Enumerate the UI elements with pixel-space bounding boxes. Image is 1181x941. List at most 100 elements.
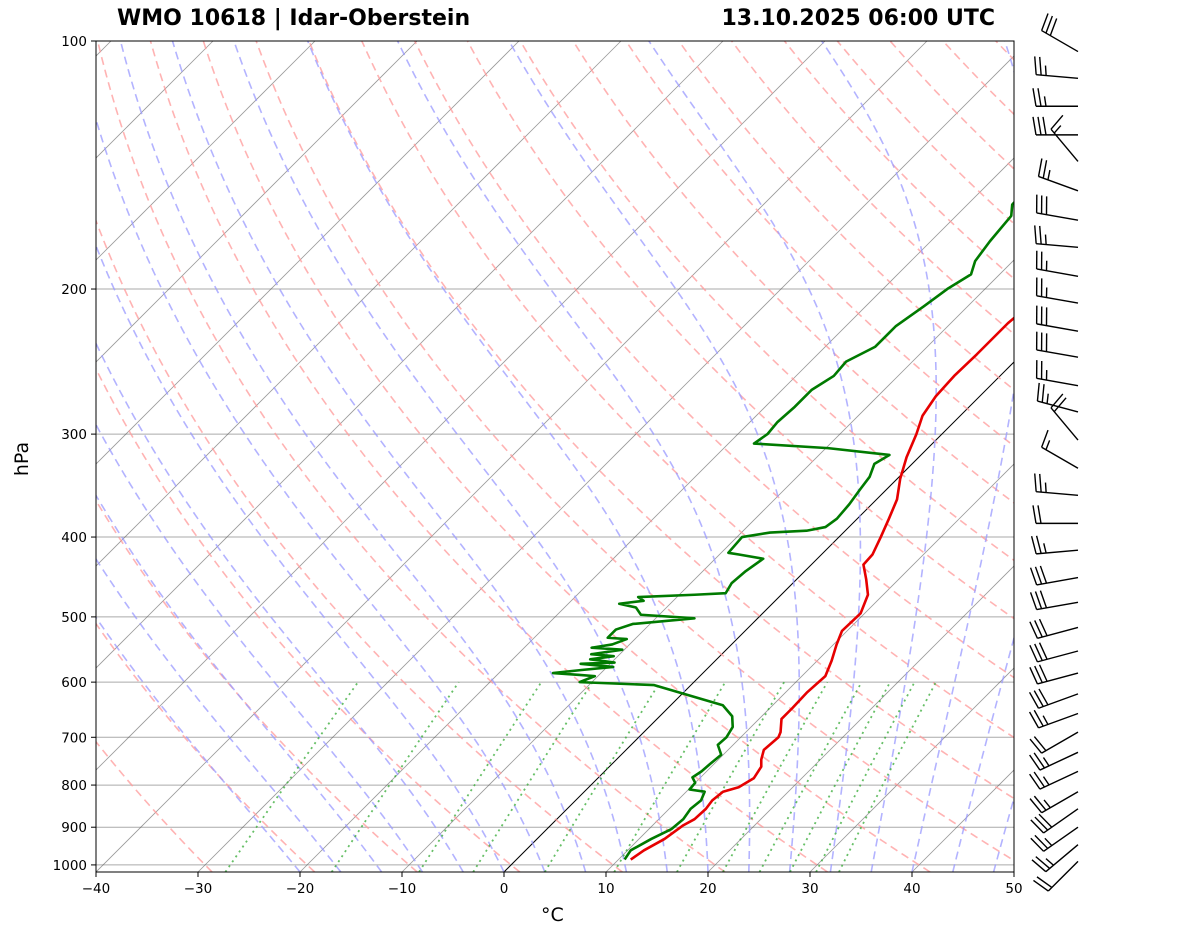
x-tick-label: −30 xyxy=(184,881,213,897)
wind-barb-shaft xyxy=(1041,446,1079,469)
wind-barb-flag xyxy=(1032,116,1037,135)
wind-barb-shaft xyxy=(1037,400,1079,413)
wind-barb-shaft xyxy=(1036,490,1079,497)
y-tick-label: 1000 xyxy=(53,858,87,874)
wind-barb-flag xyxy=(1042,116,1047,135)
isotherm-line xyxy=(707,565,1014,872)
wind-barb-flag xyxy=(1033,709,1044,727)
mixing-ratio-line xyxy=(330,681,460,872)
mixing-ratio-line xyxy=(815,681,916,872)
moist-adiabat-line xyxy=(992,795,1014,872)
wind-barb xyxy=(1035,360,1079,387)
wind-barb xyxy=(1034,56,1079,80)
wind-barb-flag xyxy=(1034,665,1043,683)
wind-barb-shaft xyxy=(1041,731,1079,754)
wind-barb xyxy=(1040,13,1079,53)
wind-barb xyxy=(1028,709,1079,729)
wind-barb-flag xyxy=(1045,15,1054,34)
dry-adiabat-line xyxy=(96,41,726,872)
moist-adiabat-line xyxy=(396,41,751,872)
wind-barb-flag xyxy=(1038,688,1049,706)
wind-barb-flag xyxy=(1032,505,1037,524)
wind-barb-flag xyxy=(1030,819,1045,834)
wind-barb-shaft xyxy=(1039,770,1079,790)
isotherm-line xyxy=(299,157,1014,872)
moist-adiabat-line xyxy=(952,635,1014,872)
wind-barb-half-flag xyxy=(1042,776,1050,786)
isotherm-line xyxy=(96,41,418,363)
wind-barb-shaft xyxy=(1045,844,1079,873)
y-tick-label: 200 xyxy=(61,282,87,298)
chart-title-datetime: 13.10.2025 06:00 UTC xyxy=(721,6,995,31)
wind-barb-half-flag xyxy=(1044,65,1047,76)
isotherm-line xyxy=(401,259,1014,872)
wind-barb xyxy=(1050,114,1079,162)
x-tick-label: −20 xyxy=(286,881,315,897)
wind-barb-flag xyxy=(1039,225,1042,245)
x-tick-label: −40 xyxy=(82,881,111,897)
zero-isotherm-line xyxy=(503,361,1014,872)
wind-barb-flag xyxy=(1034,643,1043,661)
wind-barb-flag xyxy=(1034,56,1037,75)
wind-barb-flag xyxy=(1039,473,1042,493)
dry-adiabat-line xyxy=(96,499,418,872)
wind-barb-flag xyxy=(1050,114,1064,130)
wind-barb-flag xyxy=(1038,618,1048,637)
dry-adiabat-line xyxy=(466,41,1014,620)
wind-barb-flag xyxy=(1028,691,1040,709)
x-tick-label: 40 xyxy=(903,881,920,897)
wind-barb-shaft xyxy=(1036,242,1079,249)
wind-barb-shaft xyxy=(1043,826,1079,852)
wind-barbs xyxy=(1028,13,1079,892)
dry-adiabat-line xyxy=(572,41,1014,504)
moist-adiabat-line xyxy=(96,557,342,872)
moist-adiabat-line xyxy=(648,41,862,872)
dry-adiabat-line xyxy=(625,41,1014,448)
moist-adiabat-line xyxy=(96,243,505,872)
x-tick-label: 20 xyxy=(699,881,716,897)
x-tick-label: 50 xyxy=(1005,881,1022,897)
wind-barb-flag xyxy=(1029,567,1038,586)
wind-barb-half-flag xyxy=(1044,482,1047,493)
dewpoint-line xyxy=(551,200,1014,861)
wind-barb-flag xyxy=(1036,382,1040,402)
temperature-line xyxy=(629,316,1014,861)
series-lines xyxy=(551,200,1014,861)
wind-barb-flag xyxy=(1042,160,1048,179)
dry-adiabat-line xyxy=(255,41,1014,862)
wind-barb xyxy=(1029,590,1079,611)
dry-adiabat-line xyxy=(678,41,1014,391)
mixing-ratio-line xyxy=(544,681,661,872)
wind-barb-shaft xyxy=(1036,268,1079,277)
moist-adiabat-line xyxy=(508,41,801,872)
y-tick-label: 400 xyxy=(61,530,87,546)
dry-adiabat-line xyxy=(731,41,1014,336)
wind-barb-flag xyxy=(1040,13,1049,31)
wind-barb-half-flag xyxy=(1045,440,1051,450)
wind-barb-flag xyxy=(1033,690,1044,707)
x-tick-label: 10 xyxy=(597,881,614,897)
wind-barb-flag xyxy=(1036,876,1053,889)
dry-adiabat-line xyxy=(96,622,316,872)
wind-barb-flag xyxy=(1053,397,1067,413)
wind-barb xyxy=(1036,382,1079,413)
isotherm-line xyxy=(96,41,622,567)
wind-barb-flag xyxy=(1030,837,1045,852)
wind-barb-half-flag xyxy=(1044,837,1053,847)
wind-barb-half-flag xyxy=(1042,715,1049,725)
isotherm-line xyxy=(96,41,724,669)
dry-adiabat-line xyxy=(995,41,1014,61)
mixing-ratio-line xyxy=(472,681,594,872)
background-lines xyxy=(96,41,1014,872)
wind-barb-shaft xyxy=(1038,175,1079,192)
wind-barb-half-flag xyxy=(1045,858,1054,866)
wind-barb-flag xyxy=(1034,566,1043,585)
wind-barb xyxy=(1028,688,1079,709)
isotherm-line xyxy=(809,667,1014,872)
wind-barb-shaft xyxy=(1037,650,1079,663)
wind-barb-flag xyxy=(1037,116,1042,135)
mixing-ratio-line xyxy=(838,681,937,872)
wind-barb-flag xyxy=(1030,536,1037,555)
moist-adiabat-line xyxy=(96,423,424,872)
